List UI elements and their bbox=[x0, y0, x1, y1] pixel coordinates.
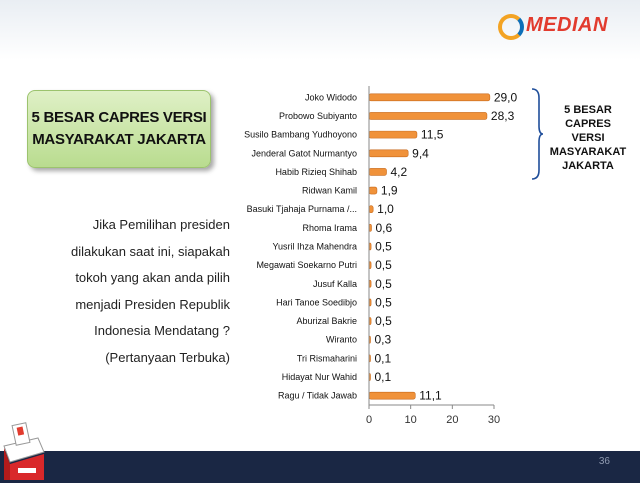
value-label: 11,1 bbox=[419, 389, 442, 403]
slide-title: 5 BESAR CAPRES VERSI MASYARAKAT JAKARTA bbox=[31, 109, 207, 148]
category-label: Basuki Tjahaja Purnama /... bbox=[247, 204, 357, 214]
category-label: Aburizal Bakrie bbox=[296, 316, 357, 326]
bar bbox=[368, 186, 378, 195]
bar bbox=[368, 93, 491, 102]
value-label: 28,3 bbox=[491, 109, 515, 123]
category-label: Probowo Subiyanto bbox=[279, 111, 357, 121]
category-label: Jenderal Gatot Nurmantyo bbox=[251, 148, 357, 158]
bar bbox=[368, 391, 416, 400]
category-label: Hari Tanoe Soedibjo bbox=[276, 297, 357, 307]
category-label: Ridwan Kamil bbox=[302, 186, 357, 196]
category-label: Ragu / Tidak Jawab bbox=[278, 391, 357, 401]
survey-question: Jika Pemilihan presiden dilakukan saat i… bbox=[71, 217, 230, 365]
value-label: 0,3 bbox=[375, 333, 392, 347]
slide-title-box: 5 BESAR CAPRES VERSI MASYARAKAT JAKARTA bbox=[27, 90, 211, 168]
category-label: Rhoma Irama bbox=[302, 223, 357, 233]
top5-bracket bbox=[531, 88, 544, 180]
bar bbox=[368, 130, 418, 139]
page-number: 36 bbox=[598, 456, 610, 467]
value-label: 0,1 bbox=[375, 370, 392, 384]
category-label: Yusril Ihza Mahendra bbox=[272, 242, 357, 252]
x-tick-label: 0 bbox=[366, 414, 372, 426]
median-logo: MEDIAN bbox=[498, 10, 626, 44]
category-label: Susilo Bambang Yudhoyono bbox=[244, 130, 357, 140]
x-tick-label: 30 bbox=[488, 414, 500, 426]
value-label: 4,2 bbox=[391, 165, 408, 179]
value-label: 1,9 bbox=[381, 184, 398, 198]
header-band bbox=[0, 0, 640, 60]
bar bbox=[368, 149, 409, 158]
value-label: 0,5 bbox=[375, 258, 392, 272]
value-label: 0,5 bbox=[375, 240, 392, 254]
value-label: 29,0 bbox=[494, 90, 518, 104]
bar bbox=[368, 168, 387, 176]
category-label: Megawati Soekarno Putri bbox=[256, 260, 357, 270]
category-label: Joko Widodo bbox=[305, 92, 357, 102]
category-label: Wiranto bbox=[326, 335, 357, 345]
value-label: 0,5 bbox=[375, 277, 392, 291]
value-label: 0,1 bbox=[375, 351, 392, 365]
value-label: 0,6 bbox=[376, 221, 393, 235]
category-label: Tri Rismaharini bbox=[297, 353, 357, 363]
value-label: 0,5 bbox=[375, 314, 392, 328]
value-label: 1,0 bbox=[377, 202, 394, 216]
ballot-box-icon bbox=[3, 422, 45, 480]
value-label: 11,5 bbox=[421, 128, 444, 142]
category-label: Jusuf Kalla bbox=[313, 279, 357, 289]
logo-text: MEDIAN bbox=[526, 14, 608, 36]
category-label: Hidayat Nur Wahid bbox=[282, 372, 357, 382]
value-label: 0,5 bbox=[375, 295, 392, 309]
footer-bar bbox=[0, 451, 640, 483]
bar bbox=[368, 205, 374, 214]
x-tick-label: 20 bbox=[446, 414, 458, 426]
logo-swoosh-icon bbox=[498, 14, 524, 40]
x-tick-label: 10 bbox=[405, 414, 417, 426]
bar bbox=[368, 112, 488, 120]
category-label: Habib Rizieq Shihab bbox=[275, 167, 357, 177]
value-label: 9,4 bbox=[412, 146, 429, 160]
top5-note: 5 BESAR CAPRES VERSI MASYARAKAT JAKARTA bbox=[549, 104, 627, 172]
